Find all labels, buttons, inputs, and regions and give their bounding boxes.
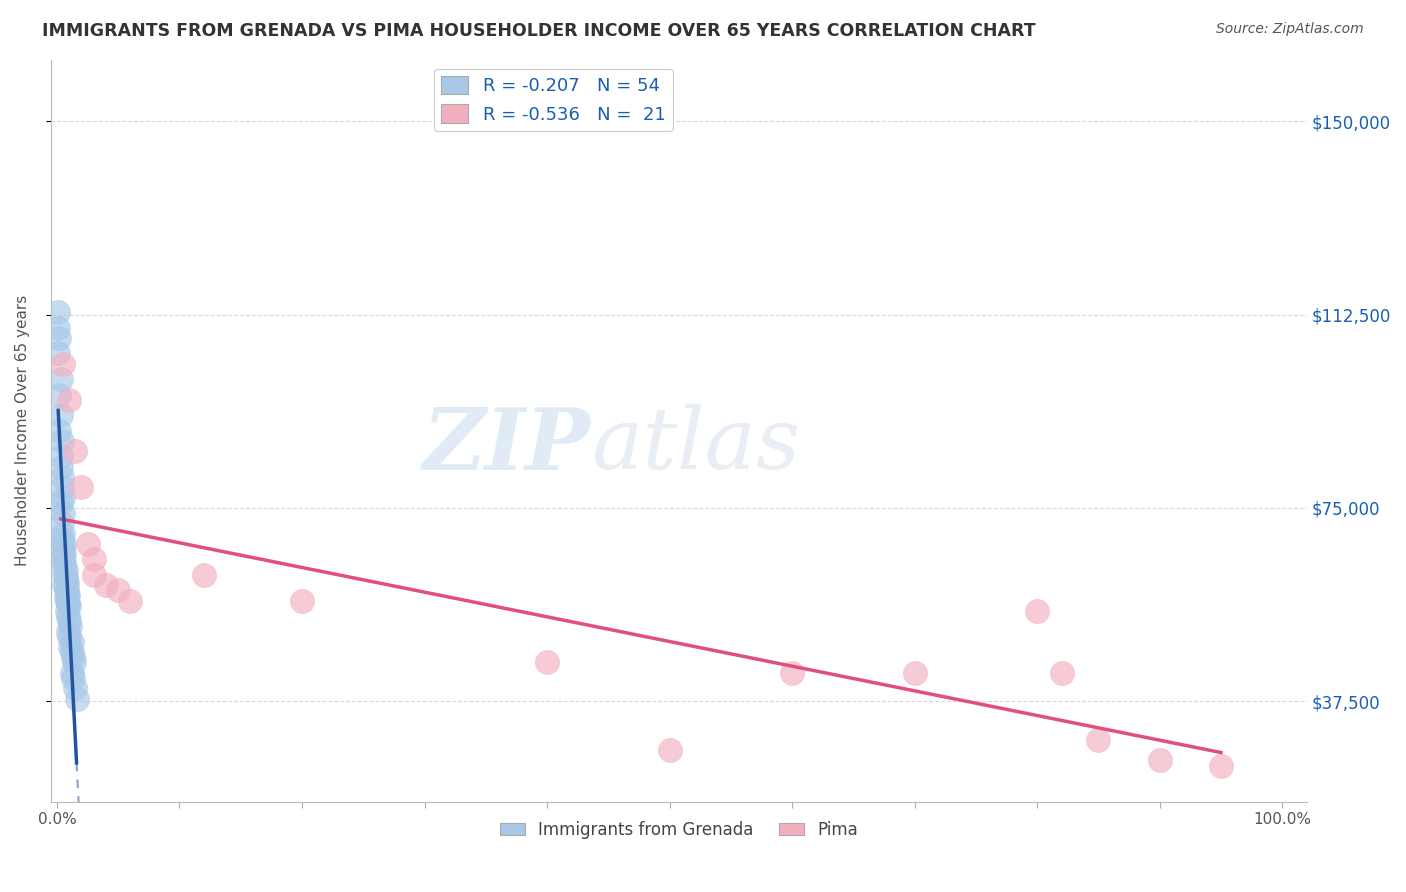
Point [52,491,75,505]
Text: IMMIGRANTS FROM GRENADA VS PIMA HOUSEHOLDER INCOME OVER 65 YEARS CORRELATION CHA: IMMIGRANTS FROM GRENADA VS PIMA HOUSEHOL… [42,22,1036,40]
Point [55,586,77,600]
Point [49,496,72,510]
Point [60,665,83,680]
Point [46,320,69,334]
Point [48,387,70,401]
Point [59,619,82,633]
Point [53,560,76,574]
Point [49,372,72,386]
Point [51,516,73,531]
Point [56,609,79,624]
Point [58,614,80,628]
Point [55,593,77,607]
Point [48,331,70,345]
Text: Source: ZipAtlas.com: Source: ZipAtlas.com [1216,22,1364,37]
Point [55,591,77,605]
Text: ZIP: ZIP [423,404,591,487]
Point [51,480,73,494]
Point [65,444,87,458]
Point [48,424,70,438]
Point [107,583,129,598]
Point [56,589,79,603]
Point [65,691,87,706]
Point [55,570,77,584]
Point [52,506,75,520]
Point [58,630,80,644]
Point [51,532,73,546]
Point [52,542,75,557]
Point [1149,753,1171,767]
Point [55,575,77,590]
Point [60,645,83,659]
Point [53,567,76,582]
Point [76,537,98,551]
Point [536,656,558,670]
Point [53,547,76,561]
Point [83,552,105,566]
Point [53,537,76,551]
Point [52,549,75,564]
Point [1087,732,1109,747]
Point [70,480,93,494]
Point [51,434,73,448]
Point [94,578,117,592]
Point [55,604,77,618]
Point [52,357,75,371]
Point [53,555,76,569]
Point [49,450,72,464]
Point [53,578,76,592]
Point [55,563,77,577]
Point [46,305,69,319]
Point [49,459,72,474]
Point [1050,665,1073,680]
Point [1026,604,1049,618]
Point [658,743,681,757]
Point [52,526,75,541]
Point [58,599,80,613]
Point [83,567,105,582]
Point [62,671,84,685]
Point [56,596,79,610]
Y-axis label: Householder Income Over 65 years: Householder Income Over 65 years [15,295,30,566]
Point [193,567,215,582]
Point [55,581,77,595]
Point [51,470,73,484]
Point [59,640,82,654]
Point [49,408,72,422]
Point [63,656,86,670]
Point [780,665,803,680]
Point [291,593,314,607]
Point [62,650,84,665]
Point [1209,758,1232,772]
Legend: Immigrants from Grenada, Pima: Immigrants from Grenada, Pima [494,814,865,846]
Point [904,665,927,680]
Point [60,635,83,649]
Text: atlas: atlas [591,404,800,487]
Point [56,624,79,639]
Point [55,573,77,587]
Point [65,681,87,696]
Point [120,593,142,607]
Point [46,346,69,360]
Point [58,392,80,407]
Point [55,583,77,598]
